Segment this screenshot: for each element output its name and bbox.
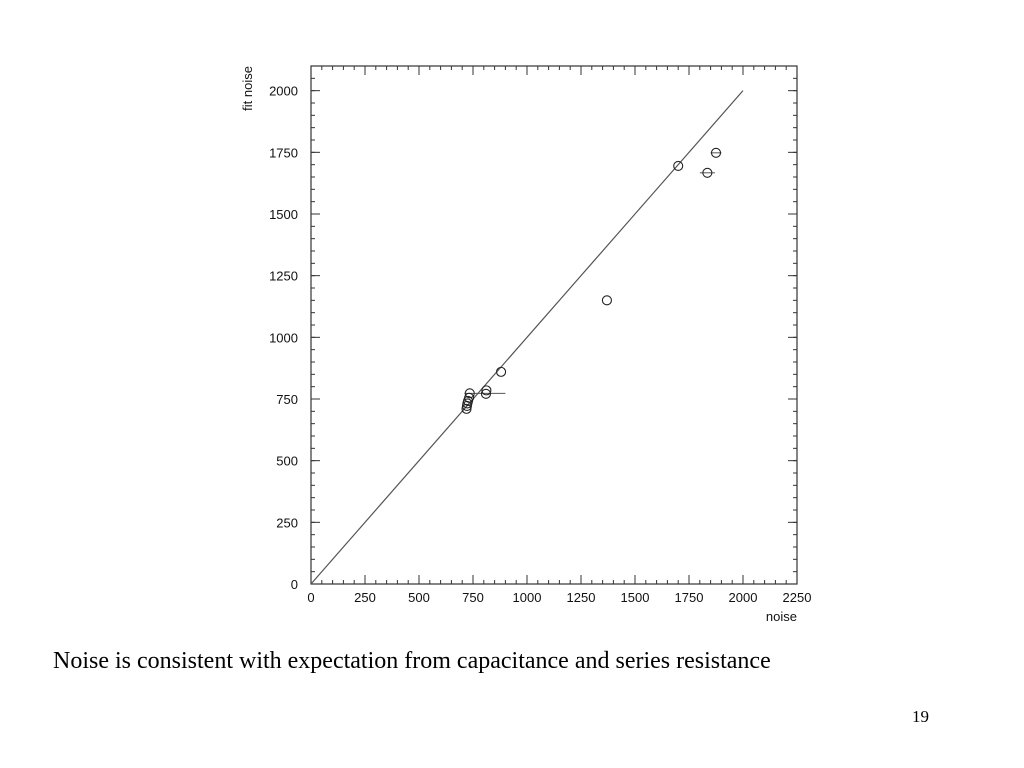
data-point — [710, 147, 722, 158]
y-tick-label: 250 — [276, 515, 298, 530]
x-tick-label: 500 — [408, 590, 430, 605]
x-tick-label: 250 — [354, 590, 376, 605]
data-points — [461, 147, 722, 414]
x-tick-label: 0 — [307, 590, 314, 605]
x-axis-title: noise — [766, 609, 797, 624]
x-tick-label: 1750 — [675, 590, 704, 605]
y-tick-label: 2000 — [269, 84, 298, 99]
minor-ticks — [310, 65, 798, 585]
y-tick-label: 1250 — [269, 269, 298, 284]
major-ticks — [310, 66, 798, 585]
y-tick-label: 1500 — [269, 207, 298, 222]
reference-line — [310, 90, 744, 585]
slide-caption: Noise is consistent with expectation fro… — [53, 648, 771, 674]
data-point — [702, 167, 713, 178]
x-tick-label: 1500 — [621, 590, 650, 605]
x-tick-label: 2000 — [729, 590, 758, 605]
data-point — [496, 366, 507, 377]
data-point — [464, 392, 475, 403]
x-tick-label: 2250 — [783, 590, 812, 605]
x-tick-label: 1250 — [567, 590, 596, 605]
error-bars — [464, 152, 722, 394]
x-tick-label: 1000 — [513, 590, 542, 605]
y-tick-labels: 0 250 500 750 1000 1250 1500 1750 2000 — [269, 84, 298, 592]
data-point — [481, 385, 492, 396]
y-axis-title: fit noise — [240, 66, 255, 111]
data-point — [480, 388, 492, 399]
x-tick-label: 750 — [462, 590, 484, 605]
y-tick-label: 1750 — [269, 145, 298, 160]
data-point — [673, 160, 684, 171]
y-tick-label: 0 — [291, 577, 298, 592]
data-point — [601, 295, 612, 306]
data-point — [464, 388, 475, 399]
page-number: 19 — [912, 707, 929, 726]
scatter-chart: 0 250 500 750 1000 1250 1500 1750 2000 2250 0 250 5… — [240, 65, 811, 624]
y-tick-label: 500 — [276, 454, 298, 469]
x-tick-labels: 0 250 500 750 1000 1250 1500 1750 2000 2250 — [307, 590, 811, 605]
y-tick-label: 750 — [276, 392, 298, 407]
y-tick-label: 1000 — [269, 330, 298, 345]
plot-frame — [310, 65, 798, 585]
